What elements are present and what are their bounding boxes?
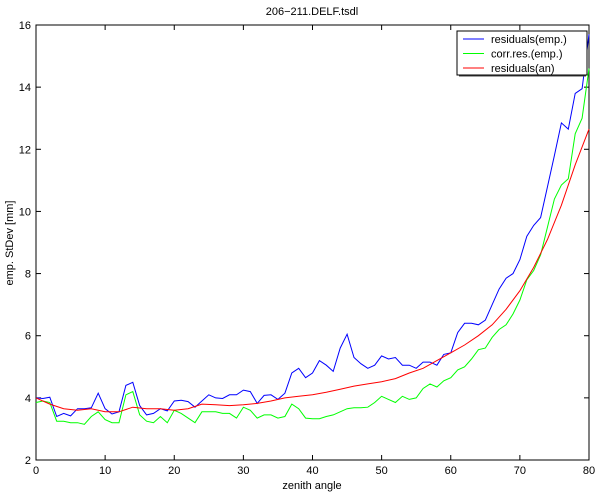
y-tick-label: 2 xyxy=(25,455,31,467)
x-tick-label: 80 xyxy=(583,465,595,477)
y-tick-label: 16 xyxy=(19,20,31,32)
x-axis-label: zenith angle xyxy=(282,480,341,492)
legend-entry: residuals(an) xyxy=(491,63,555,75)
x-tick-label: 0 xyxy=(33,465,39,477)
y-axis-label: emp. StDev [mm] xyxy=(4,201,16,286)
x-tick-label: 50 xyxy=(376,465,388,477)
legend-entry: corr.res.(emp.) xyxy=(491,49,563,61)
chart-title: 206−211.DELF.tsdl xyxy=(266,6,358,18)
y-tick-label: 12 xyxy=(19,144,31,156)
series-line-2 xyxy=(35,128,590,413)
x-tick-label: 40 xyxy=(306,465,318,477)
x-tick-label: 20 xyxy=(168,465,180,477)
legend-entry: residuals(emp.) xyxy=(491,34,567,46)
y-tick-label: 14 xyxy=(19,82,31,94)
series-line-0 xyxy=(35,34,590,418)
y-tick-label: 4 xyxy=(25,393,31,405)
x-tick-label: 70 xyxy=(514,465,526,477)
x-tick-label: 60 xyxy=(445,465,457,477)
y-tick-label: 8 xyxy=(25,269,31,281)
x-tick-label: 30 xyxy=(237,465,249,477)
y-tick-label: 6 xyxy=(25,331,31,343)
y-tick-label: 10 xyxy=(19,206,31,218)
series-line-1 xyxy=(35,68,590,425)
legend: residuals(emp.) corr.res.(emp.) residuals(… xyxy=(456,30,588,77)
x-tick-label: 10 xyxy=(99,465,111,477)
